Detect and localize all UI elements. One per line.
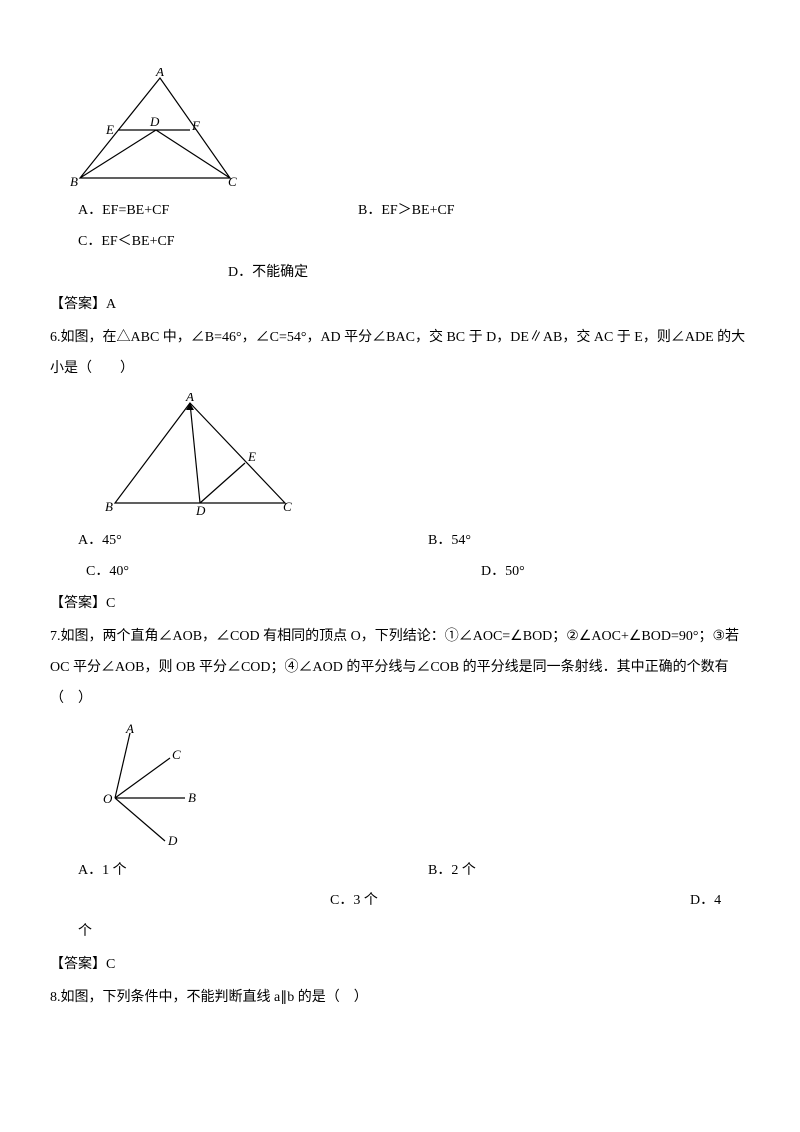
- q7-answer: 【答案】C: [50, 950, 750, 981]
- q7-label-D: D: [167, 833, 178, 848]
- q5-label-E: E: [105, 122, 114, 137]
- q7-label-O: O: [103, 791, 113, 806]
- q6-opt-B: B．54°: [428, 526, 628, 557]
- q7-options-2: C．3 个 D．4: [50, 886, 750, 917]
- q7-opt-D: D．4: [690, 886, 750, 917]
- q6-answer: 【答案】C: [50, 589, 750, 620]
- q6-label-C: C: [283, 499, 292, 514]
- q6-options-2: C．40° D．50°: [68, 557, 750, 588]
- q6-label-D: D: [195, 503, 206, 518]
- q5-opt-D: D．不能确定: [228, 258, 308, 289]
- q7-label-A: A: [125, 723, 134, 736]
- q5-label-A: A: [155, 68, 164, 79]
- q7-opt-B: B．2 个: [428, 856, 628, 887]
- q8-text: 8.如图，下列条件中，不能判断直线 a∥b 的是（ ）: [50, 983, 750, 1014]
- q6-opt-A: A．45°: [78, 526, 428, 557]
- q5-options: A．EF=BE+CF B．EF＞BE+CF C．EF＜BE+CF: [78, 196, 750, 258]
- q5-opt-C: C．EF＜BE+CF: [78, 227, 218, 258]
- q5-opt-A: A．EF=BE+CF: [78, 196, 358, 227]
- q6-figure: A B C D E: [100, 393, 750, 518]
- q6-opt-C: C．40°: [86, 557, 481, 588]
- q6-label-A: A: [185, 393, 194, 404]
- q5-label-B: B: [70, 174, 78, 188]
- q5-label-C: C: [228, 174, 237, 188]
- q6-text: 6.如图，在△ABC 中，∠B=46°，∠C=54°，AD 平分∠BAC，交 B…: [50, 323, 750, 385]
- q5-opt-B: B．EF＞BE+CF: [358, 196, 638, 227]
- q5-label-D: D: [149, 114, 160, 129]
- q6-label-E: E: [247, 449, 256, 464]
- q7-figure: O A C B D: [90, 723, 750, 848]
- q5-label-F: F: [191, 118, 201, 133]
- q7-text: 7.如图，两个直角∠AOB，∠COD 有相同的顶点 O，下列结论：①∠AOC=∠…: [50, 622, 750, 714]
- q7-options-1: A．1 个 B．2 个: [78, 856, 750, 887]
- q5-figure: A B C E F D: [70, 68, 750, 188]
- q6-options-1: A．45° B．54°: [78, 526, 750, 557]
- q7-opt-X: 个: [78, 917, 92, 948]
- q5-answer: 【答案】A: [50, 290, 750, 321]
- q5-options-2: D．不能确定: [78, 258, 750, 289]
- q6-opt-D: D．50°: [481, 557, 581, 588]
- q7-opt-A: A．1 个: [78, 856, 428, 887]
- q6-label-B: B: [105, 499, 113, 514]
- q7-opt-C: C．3 个: [330, 886, 690, 917]
- q5-svg: A B C E F D: [70, 68, 240, 188]
- q7-label-C: C: [172, 747, 181, 762]
- q6-svg: A B C D E: [100, 393, 300, 518]
- q7-label-B: B: [188, 790, 196, 805]
- q7-svg: O A C B D: [90, 723, 210, 848]
- q7-options-3: 个: [50, 917, 750, 948]
